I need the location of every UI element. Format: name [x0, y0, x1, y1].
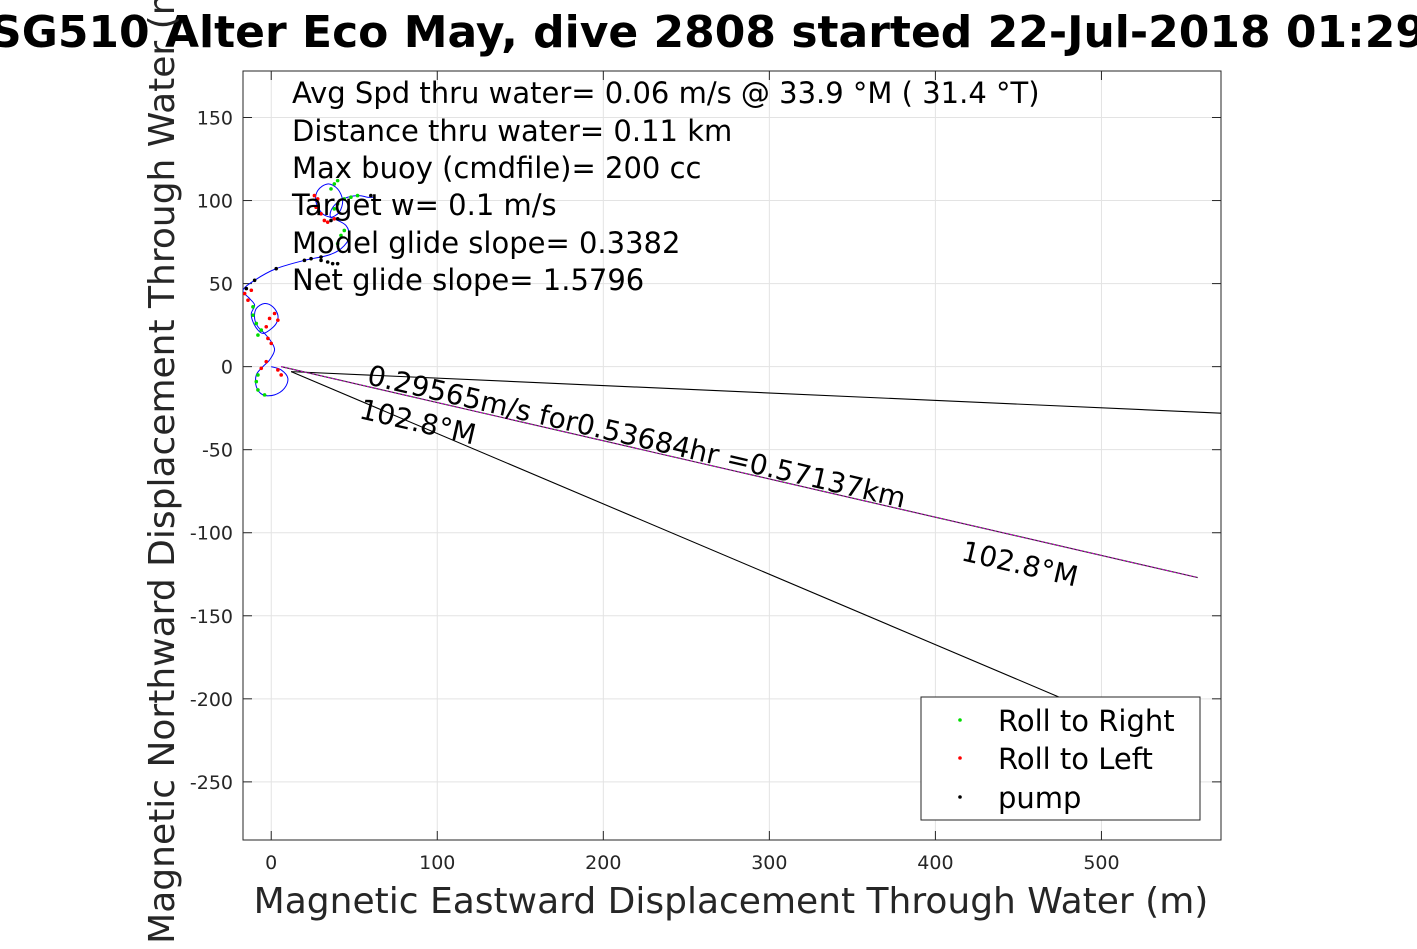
y-tick-label: -150	[190, 606, 233, 628]
pump-point	[329, 218, 333, 223]
y-tick-label: -250	[190, 772, 233, 794]
x-tick-label: 300	[751, 852, 787, 874]
pump-point	[274, 266, 279, 271]
roll-left-point	[314, 205, 318, 209]
annotation-distance: Distance thru water= 0.11 km	[292, 114, 732, 148]
pump-point	[252, 278, 257, 283]
annotation-model-glide: Model glide slope= 0.3382	[292, 226, 680, 260]
pump-point	[244, 286, 249, 291]
roll-left-point	[243, 291, 247, 296]
pump-point	[335, 261, 340, 266]
pump-point	[319, 258, 323, 263]
legend: Roll to Right Roll to Left pump	[920, 696, 1201, 821]
y-tick-label: 0	[221, 357, 233, 379]
roll-left-point	[266, 336, 270, 341]
y-tick-label: -100	[190, 523, 233, 545]
current-line	[281, 366, 1198, 579]
y-tick-label: 150	[197, 108, 233, 130]
roll-right-point	[256, 333, 260, 337]
grid	[243, 71, 1221, 840]
roll-left-point	[332, 217, 337, 221]
roll-right-point	[256, 373, 260, 377]
roll-left-point	[264, 359, 269, 364]
pump-point	[302, 258, 307, 263]
x-tick-label: 200	[585, 852, 621, 874]
pump-point	[319, 255, 323, 259]
roll-right-point	[335, 202, 340, 206]
roll-left-point	[322, 218, 327, 223]
x-tick-label: 400	[917, 852, 953, 874]
y-axis-label: Magnetic Northward Displacement Through …	[142, 0, 183, 944]
pump-point	[325, 260, 330, 264]
x-axis-label: Magnetic Eastward Displacement Through W…	[254, 881, 1209, 922]
x-tick-label: 500	[1083, 852, 1119, 874]
roll-left-point	[325, 220, 330, 224]
legend-box	[920, 696, 1201, 821]
roll-right-point	[262, 393, 267, 397]
legend-label-roll-left: Roll to Left	[998, 742, 1153, 776]
roll-right-point	[259, 328, 264, 332]
roll-left-point	[315, 197, 320, 201]
legend-label-roll-right: Roll to Right	[998, 704, 1175, 738]
annotation-net-glide: Net glide slope= 1.5796	[292, 263, 644, 297]
roll-right-point	[329, 187, 333, 191]
roll-right-point	[332, 207, 337, 211]
annotation-max-buoy: Max buoy (cmdfile)= 200 cc	[292, 151, 701, 185]
legend-marker-roll-left	[958, 756, 962, 760]
annotation-avg-speed: Avg Spd thru water= 0.06 m/s @ 33.9 °M (…	[292, 76, 1040, 110]
roll-left-point	[267, 316, 272, 321]
roll-right-point	[254, 321, 259, 326]
roll-right-point	[256, 388, 260, 392]
roll-right-point	[335, 178, 340, 183]
roll-left-point	[319, 212, 323, 216]
roll-right-point	[254, 379, 259, 384]
heading-line	[290, 371, 1064, 700]
pump-point	[369, 193, 373, 198]
roll-left-point	[312, 193, 317, 198]
pump-point	[330, 261, 335, 266]
roll-left-point	[276, 318, 280, 322]
roll-right-point	[251, 313, 255, 317]
axis-ticks: 0 100 200 300 400 500150100500-50-100-150-200…	[190, 71, 1221, 874]
y-tick-label: -200	[190, 689, 233, 711]
roll-left-point	[264, 324, 269, 329]
annotation-block: Avg Spd thru water= 0.06 m/s @ 33.9 °M (…	[291, 76, 1040, 297]
roll-right-point	[342, 197, 347, 201]
roll-left-point	[249, 288, 254, 293]
y-tick-label: 50	[209, 274, 233, 296]
legend-marker-pump	[958, 795, 962, 799]
x-tick-label: 0	[265, 852, 277, 874]
y-tick-label: -50	[202, 440, 233, 462]
x-tick-label: 100	[419, 852, 455, 874]
roll-left-point	[259, 366, 264, 371]
glider-track	[243, 183, 375, 397]
legend-label-pump: pump	[998, 781, 1081, 815]
roll-right-point	[355, 193, 360, 198]
legend-marker-roll-right	[958, 718, 962, 722]
roll-left-point	[246, 298, 250, 303]
pump-point	[309, 256, 313, 261]
roll-right-point	[339, 233, 343, 238]
roll-left-point	[269, 341, 274, 346]
roll-right-point	[342, 228, 347, 233]
annotation-target-w: Target w= 0.1 m/s	[291, 188, 557, 222]
chart-title: SG510 Alter Eco May, dive 2808 started 2…	[0, 7, 1417, 58]
roll-left-point	[272, 311, 277, 316]
y-tick-label: 100	[197, 191, 233, 213]
heading-line	[291, 371, 1221, 414]
roll-right-point	[349, 195, 353, 200]
data-layer	[243, 178, 1221, 700]
roll-left-point	[276, 368, 280, 372]
roll-right-point	[335, 241, 340, 246]
pump-point	[335, 217, 340, 221]
plot-marks	[243, 178, 1221, 700]
axes-box	[242, 70, 1222, 841]
roll-right-point	[332, 182, 337, 186]
roll-left-point	[279, 373, 283, 377]
roll-right-point	[251, 305, 255, 309]
